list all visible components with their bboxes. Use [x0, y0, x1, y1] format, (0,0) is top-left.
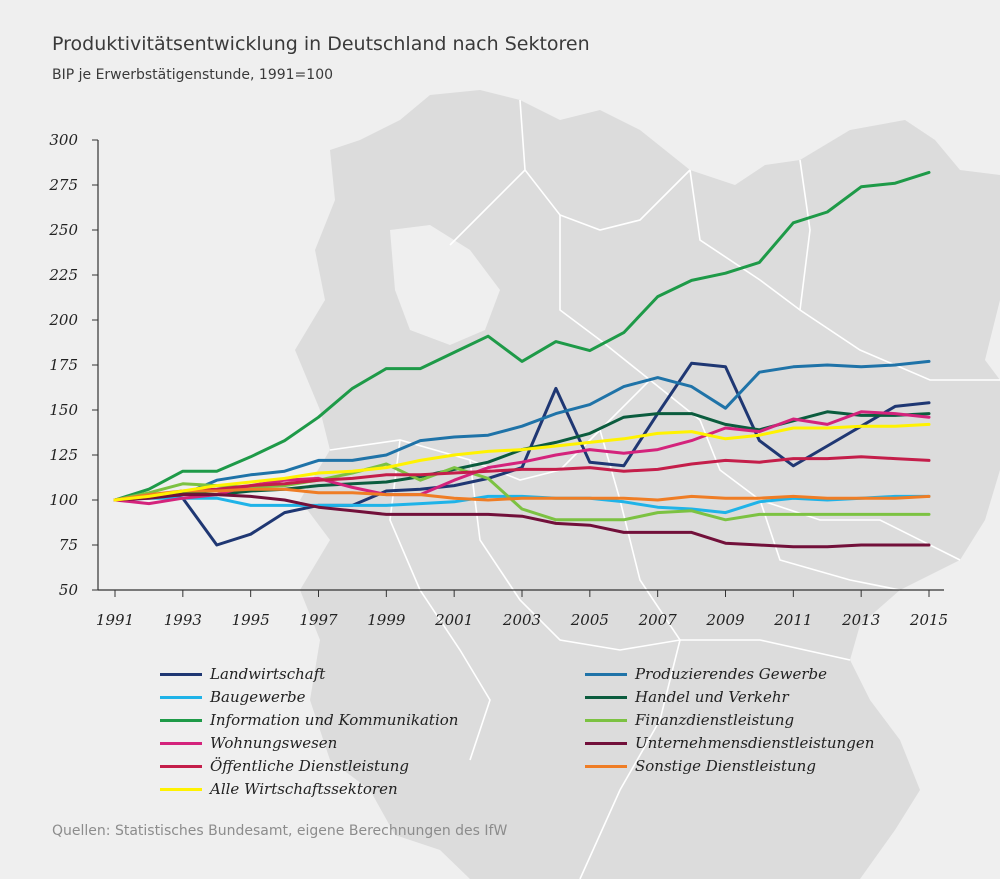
series-line-landwirtschaft: [113, 361, 931, 547]
legend-swatch: [160, 764, 202, 768]
legend-item: Information und Kommunikation: [160, 709, 458, 731]
legend-swatch: [585, 695, 627, 699]
chart-legend: Landwirtschaft Produzierendes Gewerbe Baug…: [160, 663, 880, 808]
legend-label: Information und Kommunikation: [210, 711, 459, 729]
legend-swatch: [585, 672, 627, 676]
series-line-finanzdienstleistung: [113, 462, 931, 522]
legend-item: Baugewerbe: [160, 686, 305, 708]
series-line-sonstige-dienstleistung: [113, 487, 931, 502]
legend-label: Unternehmensdienstleistungen: [635, 734, 875, 752]
legend-swatch: [160, 741, 202, 745]
series-lines: [113, 170, 931, 549]
legend-swatch: [585, 718, 627, 722]
legend-item: Wohnungswesen: [160, 732, 337, 754]
y-tick-label: 300: [49, 131, 78, 149]
x-tick-label: 2015: [909, 611, 948, 629]
legend-item: Landwirtschaft: [160, 663, 325, 685]
series-line-unternehmensdienstleistungen: [113, 493, 931, 549]
x-tick-label: 1997: [299, 611, 338, 629]
legend-label: Alle Wirtschaftssektoren: [210, 780, 398, 798]
x-tick-label: 1995: [232, 611, 270, 629]
series-line-produzierendes-gewerbe: [113, 359, 931, 502]
x-tick-label: 2003: [502, 611, 541, 629]
legend-label: Finanzdienstleistung: [635, 711, 795, 729]
y-tick-label: 50: [59, 581, 79, 599]
state-borders: [329, 99, 1000, 879]
legend-item: Handel und Verkehr: [585, 686, 789, 708]
legend-label: Sonstige Dienstleistung: [635, 757, 816, 775]
legend-label: Baugewerbe: [210, 688, 306, 706]
legend-swatch: [585, 741, 627, 745]
legend-label: Landwirtschaft: [210, 665, 326, 683]
legend-item: Sonstige Dienstleistung: [585, 755, 816, 777]
legend-label: Öffentliche Dienstleistung: [210, 757, 409, 775]
legend-swatch: [160, 672, 202, 676]
x-tick-label: 2007: [638, 611, 678, 629]
chart-title: Produktivitätsentwicklung in Deutschland…: [52, 33, 590, 55]
chart-axes: [92, 139, 944, 597]
legend-item: Produzierendes Gewerbe: [585, 663, 827, 685]
x-tick-label: 1991: [96, 611, 134, 629]
legend-item: Öffentliche Dienstleistung: [160, 755, 409, 777]
y-tick-label: 250: [48, 221, 78, 239]
tick-labels: 50 75 100 125 150 175 200 225 250 275 300 1991 1993 1…: [48, 131, 948, 629]
legend-item: Alle Wirtschaftssektoren: [160, 778, 398, 800]
legend-item: Finanzdienstleistung: [585, 709, 794, 731]
legend-swatch: [160, 787, 202, 791]
y-tick-label: 200: [48, 311, 78, 329]
series-line-öffentliche-dienstleistung: [113, 455, 931, 502]
legend-item: Unternehmensdienstleistungen: [585, 732, 874, 754]
y-tick-label: 225: [48, 266, 78, 284]
series-line-baugewerbe: [113, 494, 931, 515]
x-tick-label: 1993: [164, 611, 202, 629]
legend-swatch: [585, 764, 627, 768]
legend-label: Wohnungswesen: [210, 734, 338, 752]
legend-label: Produzierendes Gewerbe: [635, 665, 828, 683]
y-tick-label: 150: [49, 401, 78, 419]
y-tick-label: 275: [48, 176, 78, 194]
y-tick-label: 125: [49, 446, 78, 464]
x-tick-label: 2013: [841, 611, 880, 629]
germany-map-coast: [390, 225, 500, 345]
x-tick-label: 2009: [705, 611, 745, 629]
y-tick-label: 100: [49, 491, 78, 509]
legend-swatch: [160, 718, 202, 722]
series-line-alle-wirtschaftssektoren: [113, 422, 931, 502]
legend-label: Handel und Verkehr: [635, 688, 789, 706]
x-tick-label: 2011: [773, 611, 812, 629]
y-tick-label: 75: [59, 536, 78, 554]
x-tick-label: 2001: [434, 611, 473, 629]
source-note: Quellen: Statistisches Bundesamt, eigene…: [52, 823, 508, 839]
legend-swatch: [160, 695, 202, 699]
y-tick-label: 175: [49, 356, 78, 374]
chart-subtitle: BIP je Erwerbstätigenstunde, 1991=100: [52, 67, 334, 83]
x-tick-label: 1999: [367, 611, 406, 629]
x-tick-label: 2005: [570, 611, 609, 629]
series-line-information-und-kommunikation: [113, 170, 931, 502]
